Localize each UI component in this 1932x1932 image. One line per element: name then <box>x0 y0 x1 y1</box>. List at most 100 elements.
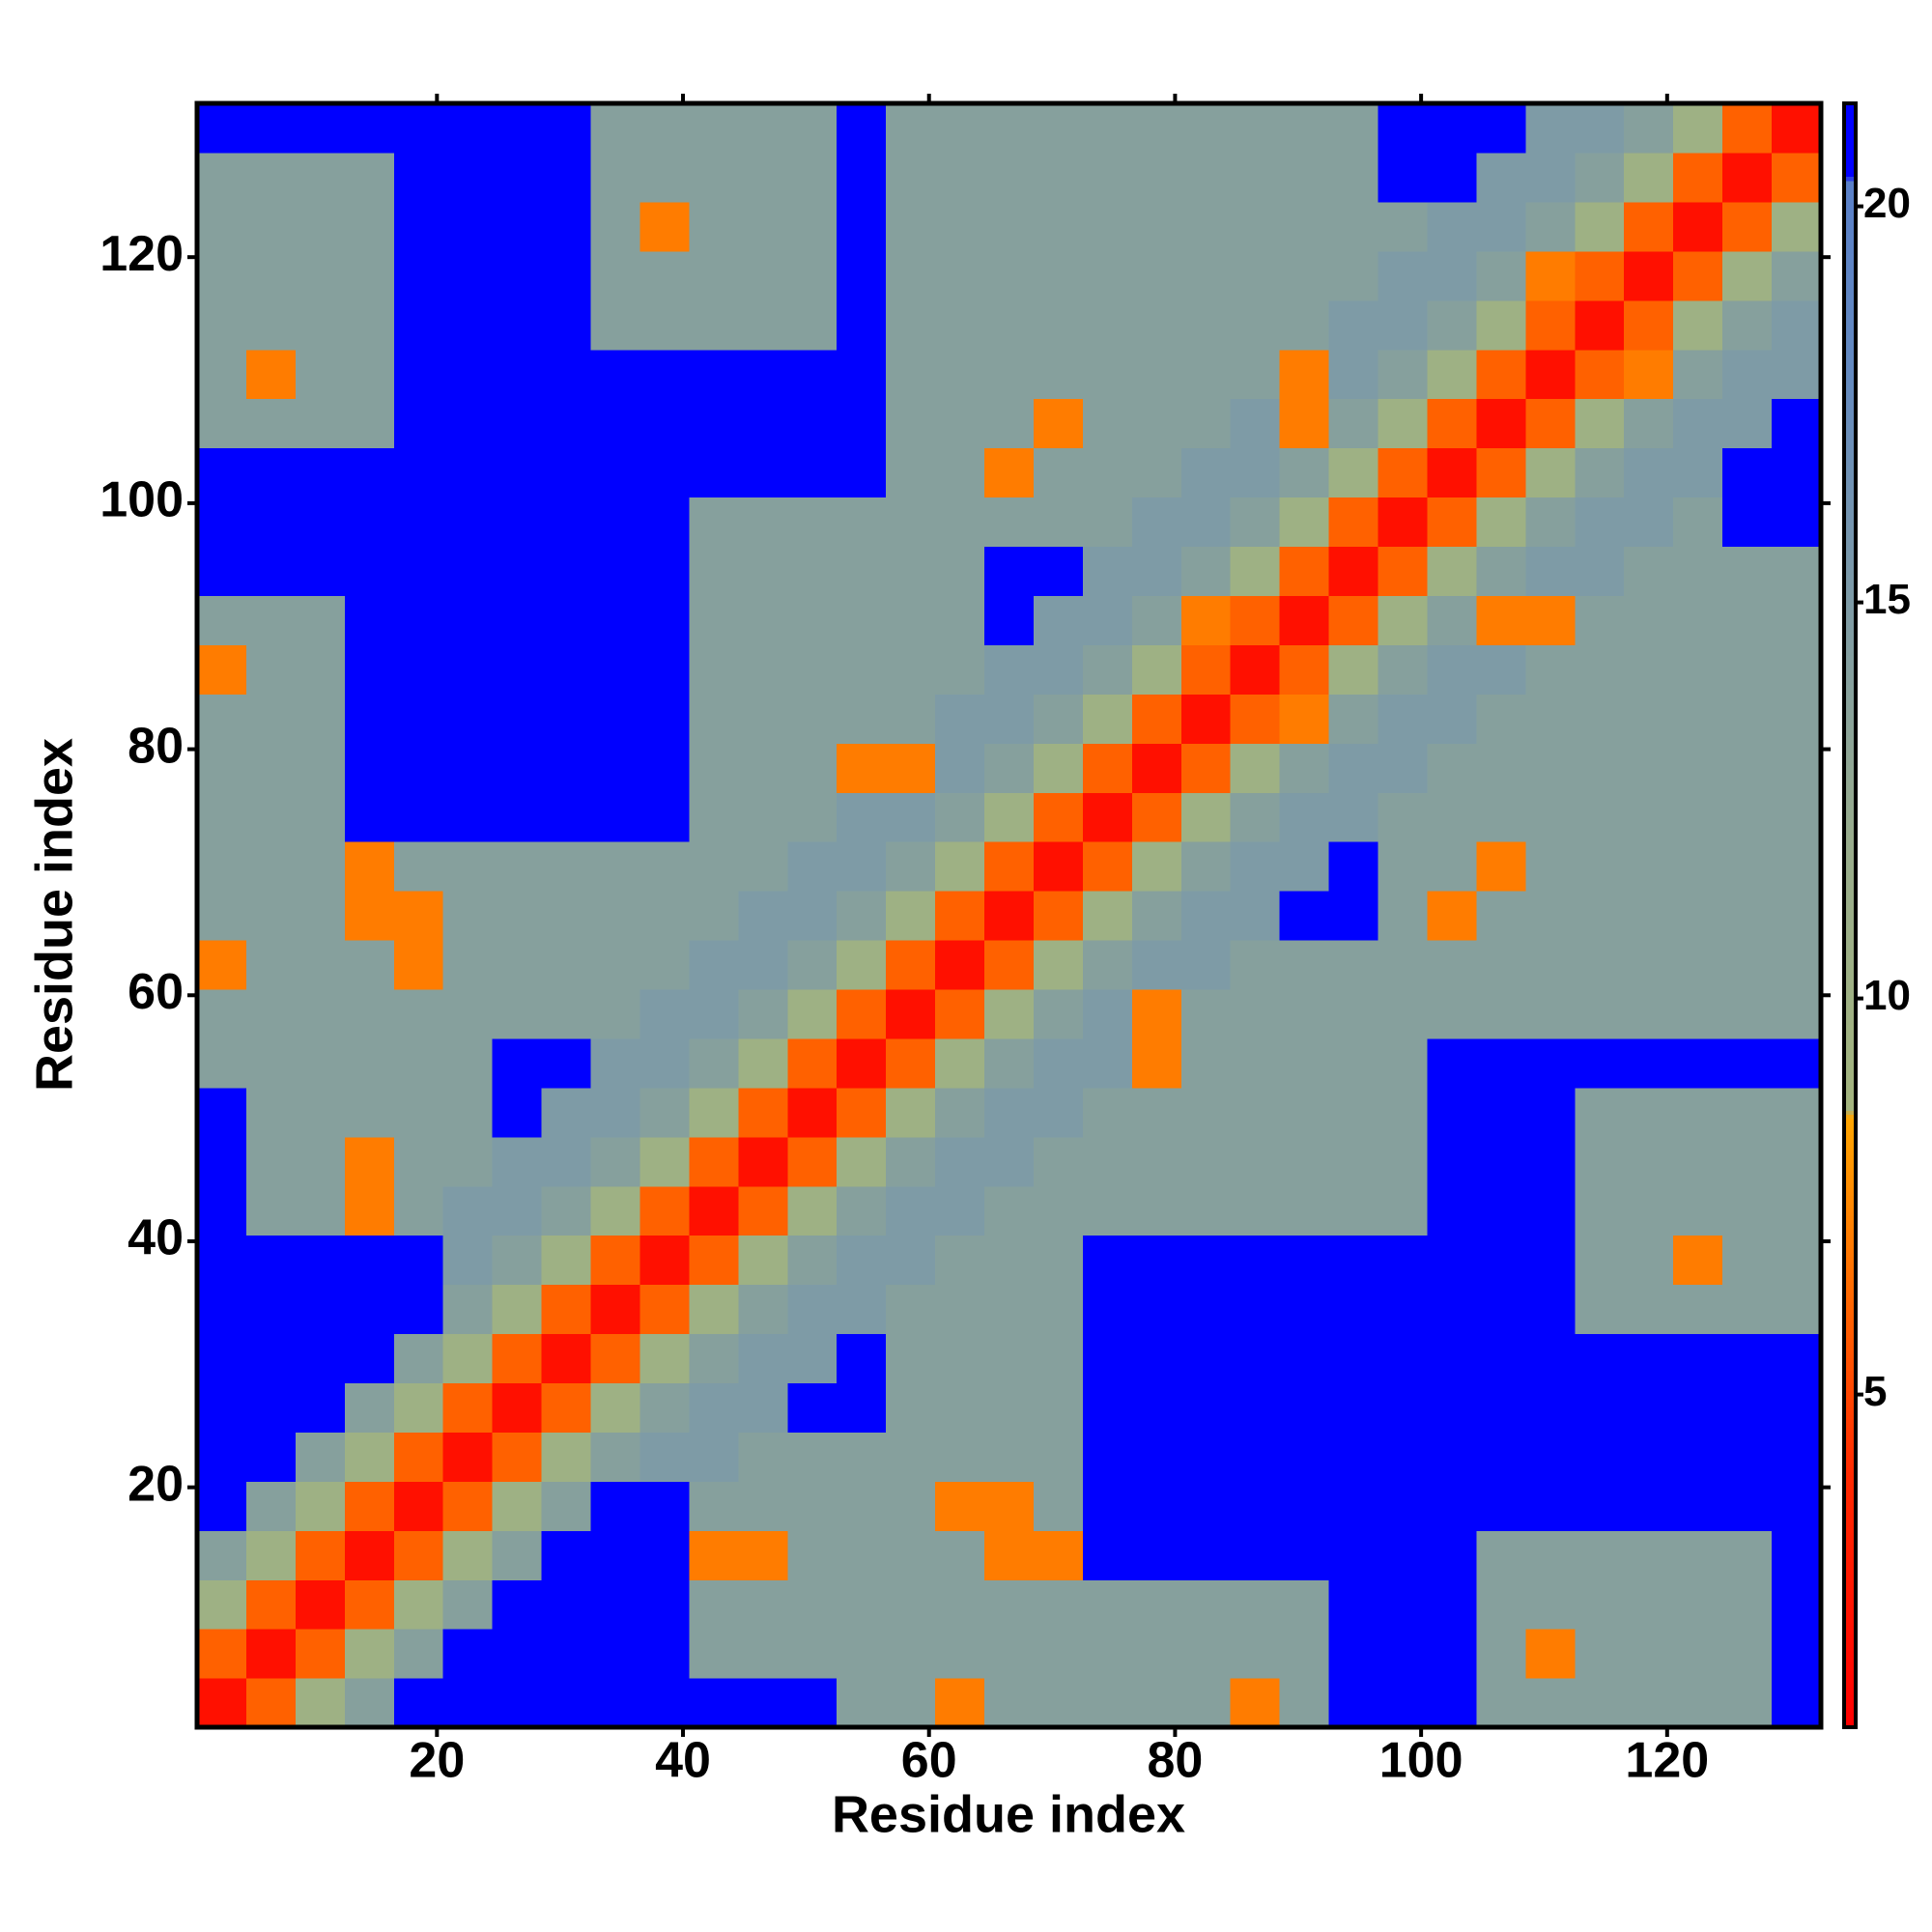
colorbar-slice <box>1844 1049 1856 1054</box>
cell <box>541 1235 592 1286</box>
cell <box>1033 1333 1084 1384</box>
cell <box>1180 1284 1232 1335</box>
cell <box>1180 694 1232 744</box>
cell <box>442 1284 494 1335</box>
colorbar-tick-label: 20 <box>1863 180 1911 227</box>
cell <box>344 1136 395 1187</box>
colorbar-slice <box>1844 1394 1856 1400</box>
cell <box>245 250 297 301</box>
cell <box>1279 939 1330 990</box>
cell <box>492 1579 543 1630</box>
cell <box>245 1481 297 1531</box>
cell <box>738 1579 788 1630</box>
cell <box>590 1284 641 1335</box>
cell <box>1082 644 1133 695</box>
cell <box>1624 939 1674 990</box>
cell <box>837 694 887 744</box>
cell <box>1624 891 1674 941</box>
colorbar-slice <box>1844 521 1856 526</box>
colorbar-slice <box>1844 1239 1856 1245</box>
cell <box>639 447 690 498</box>
cell <box>197 1629 247 1679</box>
cell <box>1476 103 1526 154</box>
cell <box>886 349 936 400</box>
colorbar-slice <box>1844 834 1856 839</box>
cell <box>1525 1432 1576 1482</box>
colorbar-slice <box>1844 1414 1856 1420</box>
cell <box>393 841 444 892</box>
cell <box>886 743 936 793</box>
colorbar-slice <box>1844 1061 1856 1066</box>
cell <box>1575 1284 1625 1335</box>
colorbar-slice <box>1844 744 1856 750</box>
cell <box>1575 988 1625 1039</box>
cell <box>886 497 936 548</box>
cell <box>1575 792 1625 842</box>
cell <box>787 1136 838 1187</box>
cell <box>1378 1087 1429 1138</box>
colorbar-slice <box>1844 1232 1856 1237</box>
cell <box>1624 743 1674 793</box>
cell <box>1575 694 1625 744</box>
cell <box>541 546 592 596</box>
cell <box>1624 299 1674 351</box>
cell <box>935 841 985 892</box>
cell <box>1525 299 1576 351</box>
colorbar-slice <box>1844 286 1856 291</box>
cell <box>1033 1382 1084 1433</box>
cell <box>1230 349 1281 400</box>
cell <box>1378 1432 1429 1482</box>
cell <box>1279 1481 1330 1531</box>
cell <box>197 250 247 301</box>
cell <box>984 201 1035 252</box>
colorbar-slice <box>1844 537 1856 543</box>
colorbar-slice <box>1844 399 1856 405</box>
colorbar-slice <box>1844 1097 1856 1103</box>
cell <box>344 447 395 498</box>
cell <box>787 299 838 351</box>
cell <box>1180 1136 1232 1187</box>
colorbar-slice <box>1844 1694 1856 1700</box>
colorbar-slice <box>1844 955 1856 961</box>
cell <box>393 349 444 400</box>
cell <box>1230 595 1281 645</box>
colorbar-slice <box>1844 668 1856 672</box>
colorbar-slice <box>1844 266 1856 270</box>
colorbar-slice <box>1844 1101 1856 1107</box>
cell <box>590 1185 641 1236</box>
cell <box>689 1579 739 1630</box>
cell <box>886 1382 936 1433</box>
cell <box>492 1284 543 1335</box>
colorbar-slice <box>1844 635 1856 640</box>
cell <box>1525 1037 1576 1089</box>
cell <box>1328 546 1379 596</box>
cell <box>935 988 985 1039</box>
cell <box>787 743 838 793</box>
colorbar-slice <box>1844 1410 1856 1416</box>
cell <box>639 299 690 351</box>
cell <box>1575 250 1625 301</box>
colorbar-slice <box>1844 216 1856 222</box>
cell <box>1230 497 1281 548</box>
cell <box>1427 201 1478 252</box>
cell <box>1180 1481 1232 1531</box>
cell <box>1525 546 1576 596</box>
cell <box>344 644 395 695</box>
cell <box>197 743 247 793</box>
cell <box>295 103 346 154</box>
colorbar-slice <box>1844 135 1856 141</box>
cell <box>442 743 494 793</box>
colorbar-slice <box>1844 1256 1856 1262</box>
cell <box>1131 447 1182 498</box>
cell <box>1624 644 1674 695</box>
cell <box>1575 1382 1625 1433</box>
colorbar-slice <box>1844 602 1856 608</box>
cell <box>935 546 985 596</box>
colorbar-slice <box>1844 806 1856 810</box>
cell <box>245 398 297 449</box>
cell <box>935 891 985 941</box>
cell <box>1082 1185 1133 1236</box>
colorbar-slice <box>1844 736 1856 742</box>
cell <box>738 595 788 645</box>
colorbar-slice <box>1844 817 1856 823</box>
